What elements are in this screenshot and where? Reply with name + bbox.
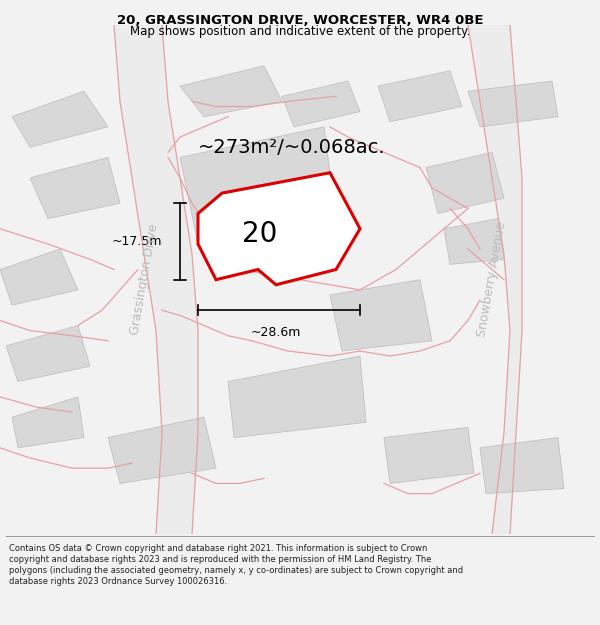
Polygon shape	[282, 81, 360, 127]
Polygon shape	[180, 66, 282, 117]
Polygon shape	[480, 438, 564, 494]
Polygon shape	[30, 158, 120, 219]
Polygon shape	[6, 326, 90, 381]
Polygon shape	[384, 428, 474, 484]
Polygon shape	[468, 25, 522, 534]
Polygon shape	[444, 219, 504, 264]
Text: Grassington Drive: Grassington Drive	[128, 223, 160, 336]
Text: 20: 20	[242, 221, 278, 248]
Polygon shape	[198, 173, 360, 285]
Text: ~17.5m: ~17.5m	[112, 235, 162, 248]
Polygon shape	[468, 81, 558, 127]
Polygon shape	[108, 418, 216, 484]
Polygon shape	[228, 356, 366, 437]
Text: Map shows position and indicative extent of the property.: Map shows position and indicative extent…	[130, 25, 470, 38]
Text: ~28.6m: ~28.6m	[251, 326, 301, 339]
Text: ~273m²/~0.068ac.: ~273m²/~0.068ac.	[198, 138, 386, 157]
Polygon shape	[12, 397, 84, 448]
Text: Contains OS data © Crown copyright and database right 2021. This information is : Contains OS data © Crown copyright and d…	[9, 544, 463, 586]
Polygon shape	[330, 280, 432, 351]
Text: Snowberry Avenue: Snowberry Avenue	[475, 221, 509, 339]
Polygon shape	[426, 152, 504, 214]
Polygon shape	[12, 91, 108, 148]
Polygon shape	[0, 249, 78, 305]
Polygon shape	[180, 127, 336, 244]
Polygon shape	[114, 25, 198, 534]
Text: 20, GRASSINGTON DRIVE, WORCESTER, WR4 0BE: 20, GRASSINGTON DRIVE, WORCESTER, WR4 0B…	[117, 14, 483, 27]
Polygon shape	[378, 71, 462, 122]
